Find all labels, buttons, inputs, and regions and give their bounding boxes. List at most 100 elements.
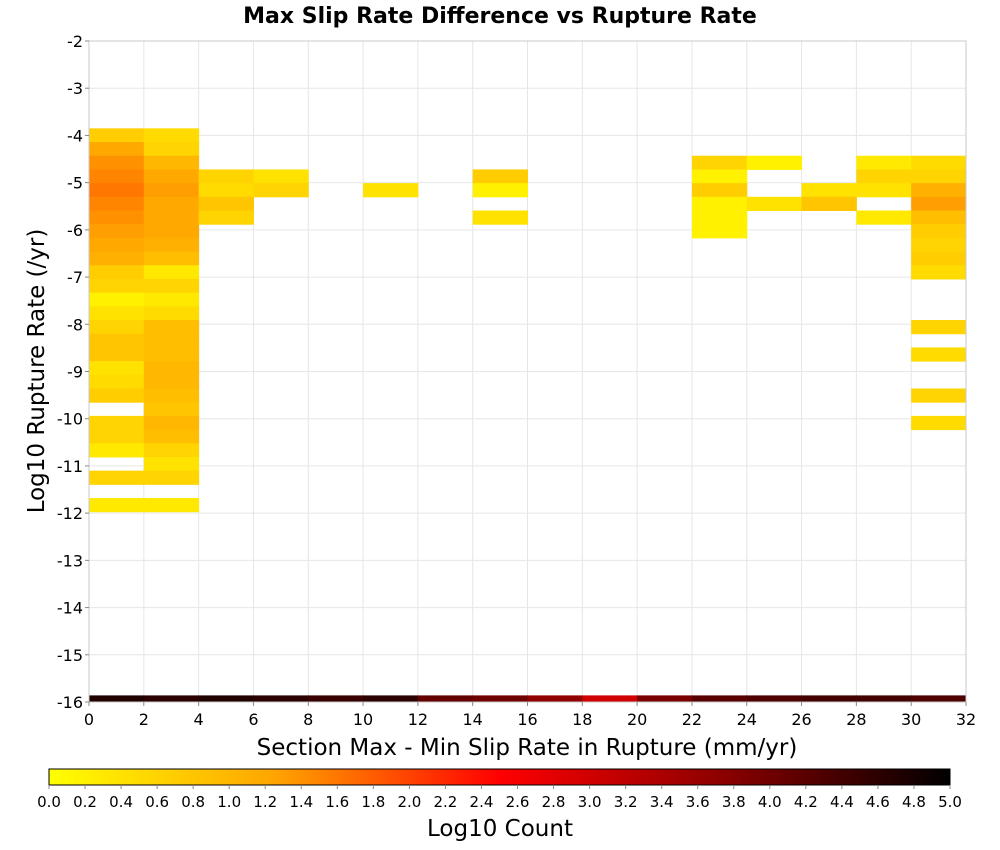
colorbar-tick-label: 0.8 bbox=[181, 793, 205, 811]
y-tick-label: -15 bbox=[57, 646, 83, 665]
heatmap-cell bbox=[198, 196, 254, 211]
heatmap-cell bbox=[691, 224, 748, 239]
colorbar-tick-label: 3.8 bbox=[722, 793, 746, 811]
heatmap-cell bbox=[143, 155, 200, 170]
colorbar-tick-label: 0.2 bbox=[73, 793, 97, 811]
heatmap-cell bbox=[472, 695, 528, 702]
colorbar-label: Log10 Count bbox=[427, 816, 573, 842]
heatmap-cell bbox=[856, 155, 912, 170]
heatmap-cell bbox=[253, 183, 309, 198]
x-tick-label: 4 bbox=[194, 710, 204, 729]
x-axis-label: Section Max - Min Slip Rate in Rupture (… bbox=[257, 735, 798, 761]
x-tick-label: 16 bbox=[517, 710, 537, 729]
heatmap-cell bbox=[89, 320, 145, 335]
colorbar-tick-label: 3.6 bbox=[686, 793, 710, 811]
heatmap-cell bbox=[527, 695, 583, 702]
heatmap-cell bbox=[89, 292, 145, 307]
colorbar-tick-label: 4.0 bbox=[758, 793, 782, 811]
x-tick-label: 22 bbox=[682, 710, 702, 729]
heatmap-cell bbox=[253, 169, 309, 184]
heatmap-cell bbox=[143, 415, 200, 431]
x-tick-label: 10 bbox=[353, 710, 373, 729]
colorbar-tick-label: 3.4 bbox=[650, 793, 674, 811]
heatmap-cell bbox=[143, 347, 200, 362]
x-axis-ticks: 0 2 4 6 8 10 12 14 16 18 20 22 24 26 28 30 32 bbox=[84, 702, 976, 729]
heatmap-cell bbox=[691, 210, 748, 225]
y-tick-label: -4 bbox=[67, 126, 83, 145]
heatmap-cell bbox=[691, 695, 748, 702]
heatmap-cell bbox=[89, 498, 145, 513]
heatmap-cell bbox=[856, 210, 912, 225]
colorbar-tick-label: 3.0 bbox=[578, 793, 602, 811]
heatmap-cell bbox=[143, 265, 200, 280]
heatmap-cell bbox=[143, 456, 200, 472]
colorbar-tick-label: 1.2 bbox=[253, 793, 277, 811]
y-tick-label: -9 bbox=[67, 363, 83, 382]
grid-lines bbox=[88, 40, 967, 703]
heatmap-cell bbox=[801, 183, 857, 198]
heatmap-cell bbox=[143, 402, 200, 417]
heatmap-cell bbox=[911, 224, 967, 239]
y-tick-label: -14 bbox=[57, 599, 83, 618]
colorbar-tick-label: 2.8 bbox=[542, 793, 566, 811]
heatmap-cell bbox=[89, 374, 145, 389]
x-tick-label: 24 bbox=[737, 710, 757, 729]
colorbar-tick-label: 4.8 bbox=[902, 793, 926, 811]
y-tick-label: -2 bbox=[67, 32, 83, 51]
heatmap-cell bbox=[143, 142, 200, 157]
heatmap-cell bbox=[143, 498, 200, 513]
y-tick-label: -3 bbox=[67, 79, 83, 98]
heatmap-cell bbox=[308, 695, 364, 702]
heatmap-cell bbox=[89, 196, 145, 211]
heatmap-cell bbox=[911, 251, 967, 266]
heatmap-cell bbox=[417, 695, 474, 702]
heatmap-cell bbox=[143, 388, 200, 403]
heatmap-cell bbox=[472, 210, 528, 225]
heatmap-cell bbox=[911, 196, 967, 211]
heatmap-cell bbox=[363, 695, 419, 702]
heatmap-cell bbox=[89, 183, 145, 198]
colorbar bbox=[48, 768, 951, 786]
heatmap-cell bbox=[363, 183, 419, 198]
heatmap-cell bbox=[911, 265, 967, 280]
heatmap-cell bbox=[143, 196, 200, 211]
heatmap-cell bbox=[143, 224, 200, 239]
heatmap-cell bbox=[691, 183, 748, 198]
x-tick-label: 6 bbox=[248, 710, 258, 729]
colorbar-tick-label: 0.4 bbox=[109, 793, 133, 811]
heatmap-cell bbox=[143, 292, 200, 307]
y-axis-label: Log10 Rupture Rate (/yr) bbox=[24, 229, 50, 514]
y-tick-label: -7 bbox=[67, 268, 83, 287]
heatmap-cell bbox=[691, 155, 748, 170]
heatmap-cells bbox=[89, 128, 967, 702]
colorbar-tick-label: 4.6 bbox=[866, 793, 890, 811]
heatmap-cell bbox=[911, 695, 967, 702]
x-tick-label: 2 bbox=[139, 710, 149, 729]
heatmap-cell bbox=[89, 251, 145, 266]
heatmap-cell bbox=[143, 128, 200, 143]
heatmap-cell bbox=[89, 443, 145, 458]
heatmap-cell bbox=[856, 695, 912, 702]
heatmap-cell bbox=[89, 306, 145, 321]
heatmap-cell bbox=[143, 183, 200, 198]
heatmap-cell bbox=[89, 470, 145, 485]
heatmap-cell bbox=[89, 415, 145, 431]
heatmap-cell bbox=[143, 470, 200, 485]
heatmap-cell bbox=[143, 278, 200, 294]
heatmap-cell bbox=[89, 237, 145, 253]
heatmap-cell bbox=[89, 695, 145, 702]
colorbar-tick-label: 1.4 bbox=[289, 793, 313, 811]
colorbar-tick-label: 2.2 bbox=[434, 793, 458, 811]
x-tick-label: 0 bbox=[84, 710, 94, 729]
colorbar-tick-label: 0.0 bbox=[37, 793, 61, 811]
heatmap-cell bbox=[911, 237, 967, 253]
heatmap-cell bbox=[911, 415, 967, 431]
x-tick-label: 26 bbox=[791, 710, 811, 729]
heatmap-cell bbox=[911, 155, 967, 170]
heatmap-cell bbox=[691, 169, 748, 184]
heatmap-cell bbox=[472, 169, 528, 184]
x-tick-label: 14 bbox=[463, 710, 483, 729]
colorbar-tick-label: 1.8 bbox=[361, 793, 385, 811]
x-tick-label: 32 bbox=[956, 710, 976, 729]
